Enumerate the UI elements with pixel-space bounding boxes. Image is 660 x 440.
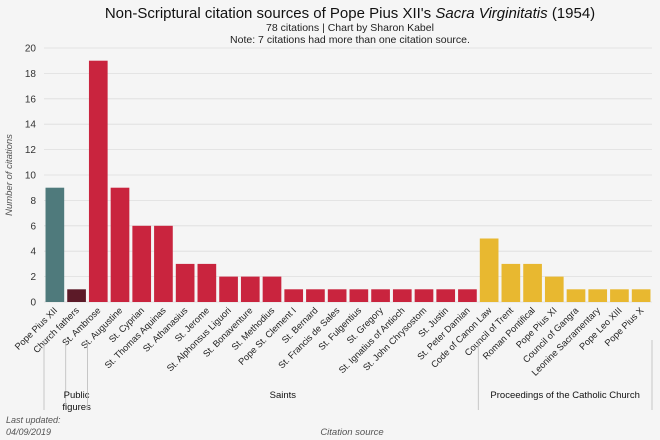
y-tick-label: 6 [30, 221, 36, 232]
group-label-line: Public [64, 390, 90, 401]
bar [197, 263, 217, 302]
chart-note: Note: 7 citations had more than one cita… [230, 34, 470, 46]
y-tick-label: 16 [25, 94, 37, 105]
bar [262, 276, 282, 302]
bar [479, 238, 499, 302]
bar [132, 225, 152, 302]
bar [414, 289, 434, 302]
bar [240, 276, 260, 302]
bar [588, 289, 608, 302]
bar [88, 60, 108, 303]
bar [67, 289, 86, 302]
x-axis-label: Citation source [320, 427, 383, 438]
bar [349, 289, 369, 302]
chart-title-main: Non-Scriptural citation sources of Pope … [105, 5, 431, 22]
group-label-line: figures [62, 402, 91, 413]
bar [154, 225, 173, 302]
bar [610, 289, 629, 302]
bar [284, 289, 304, 302]
y-tick-labels: 0 2 4 6 8 10 12 14 16 18 20 [25, 44, 37, 309]
bar [219, 276, 238, 302]
chart-title: Non-Scriptural citation sources of Pope … [105, 5, 595, 22]
group-label: Proceedings of the Catholic Church [490, 390, 639, 401]
bar [110, 187, 130, 302]
bar [45, 187, 65, 302]
y-tick-label: 2 [30, 272, 36, 283]
chart-title-end: (1954) [552, 5, 595, 22]
y-tick-label: 0 [30, 298, 36, 309]
bar [544, 276, 564, 302]
bar [458, 289, 477, 302]
y-tick-label: 4 [30, 247, 36, 258]
bar [631, 289, 651, 302]
y-tick-label: 12 [25, 145, 37, 156]
y-tick-label: 8 [30, 196, 36, 207]
bar [306, 289, 325, 302]
chart-title-italic: Sacra Virginitatis [435, 5, 548, 22]
y-tick-label: 14 [25, 120, 37, 131]
y-tick-label: 20 [25, 44, 37, 55]
bar [371, 289, 390, 302]
bar [392, 289, 412, 302]
last-updated-label: Last updated: [6, 415, 61, 425]
y-tick-label: 10 [25, 171, 37, 182]
bar [436, 289, 456, 302]
group-label: Saints [270, 390, 297, 401]
y-tick-label: 18 [25, 69, 37, 80]
bar [501, 263, 521, 302]
y-axis-label: Number of citations [4, 134, 15, 216]
bar [523, 263, 542, 302]
bars [45, 60, 651, 303]
last-updated-date: 04/09/2019 [6, 427, 51, 437]
bar [327, 289, 347, 302]
bar [175, 263, 195, 302]
chart-subtitle: 78 citations | Chart by Sharon Kabel [266, 22, 434, 34]
bar [566, 289, 586, 302]
